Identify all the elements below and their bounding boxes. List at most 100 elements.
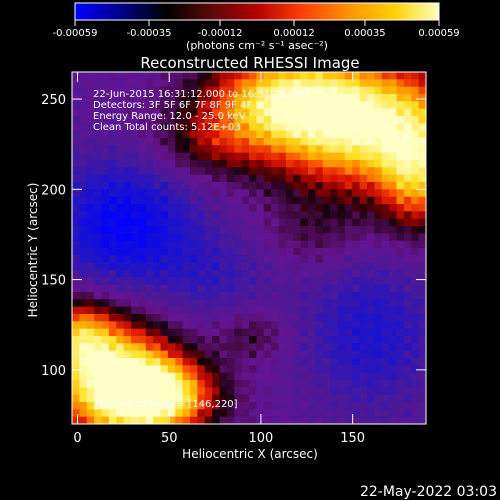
heatmap-cell [374,240,383,249]
heatmap-cell [101,226,110,234]
heatmap-cell [359,255,368,264]
heatmap-cell [234,233,243,242]
heatmap-cell [131,314,139,322]
heatmap-cell [79,196,88,205]
heatmap-cell [108,262,117,271]
heatmap-cell [396,138,405,146]
heatmap-cell [315,174,324,183]
heatmap-cell [293,211,302,220]
heatmap-cell [101,86,110,95]
heatmap-cell [123,94,132,102]
heatmap-cell [145,394,154,403]
heatmap-cell [374,314,383,322]
heatmap-cell [411,226,420,234]
heatmap-cell [160,336,169,344]
heatmap-cell [293,240,302,249]
heatmap-cell [271,343,280,352]
heatmap-cell [418,218,426,227]
heatmap-cell [101,182,110,190]
heatmap-cell [212,174,221,183]
heatmap-cell [72,167,80,176]
heatmap-cell [263,365,272,374]
heatmap-cell [367,270,375,278]
heatmap-cell [72,277,80,286]
heatmap-cell [197,123,206,132]
heatmap-cell [330,204,339,212]
heatmap-cell [234,328,243,337]
heatmap-cell [197,145,206,154]
colorbar-tick-label: 0.00059 [418,28,459,39]
heatmap-cell [322,123,331,132]
heatmap-cell [367,416,375,424]
heatmap-cell [403,152,412,161]
heatmap-cell [411,240,420,249]
heatmap-cell [322,299,331,308]
heatmap-cell [263,152,272,161]
heatmap-cell [278,79,287,88]
heatmap-cell [79,218,88,227]
heatmap-cell [330,72,339,80]
heatmap-cell [241,123,250,132]
heatmap-cell [278,299,287,308]
heatmap-cell [160,116,169,124]
heatmap-cell [337,336,346,344]
heatmap-cell [234,380,243,388]
heatmap-cell [249,145,257,154]
heatmap-cell [116,86,125,95]
heatmap-cell [204,196,213,205]
heatmap-cell [256,72,265,80]
heatmap-cell [285,116,294,124]
heatmap-cell [79,145,88,154]
heatmap-cell [219,182,228,190]
heatmap-cell [123,167,132,176]
heatmap-cell [337,196,346,205]
heatmap-cell [123,226,132,234]
heatmap-cell [271,167,280,176]
heatmap-cell [79,211,88,220]
heatmap-cell [204,314,213,322]
heatmap-cell [190,314,198,322]
heatmap-cell [256,226,265,234]
heatmap-cell [403,211,412,220]
heatmap-cell [197,416,206,424]
heatmap-cell [381,138,390,146]
heatmap-cell [315,182,324,190]
heatmap-cell [101,358,110,366]
heatmap-cell [322,226,331,234]
heatmap-cell [197,174,206,183]
heatmap-cell [300,409,309,418]
heatmap-cell [145,94,154,102]
heatmap-cell [396,402,405,410]
heatmap-cell [175,365,184,374]
heatmap-cell [234,72,243,80]
heatmap-cell [116,409,125,418]
heatmap-cell [182,270,191,278]
heatmap-cell [123,240,132,249]
heatmap-cell [367,350,375,359]
heatmap-cell [101,394,110,403]
heatmap-cell [278,174,287,183]
heatmap-cell [300,152,309,161]
heatmap-cell [204,380,213,388]
heatmap-cell [72,130,80,139]
heatmap-cell [145,101,154,110]
heatmap-cell [411,123,420,132]
heatmap-cell [197,138,206,146]
heatmap-cell [234,262,243,271]
heatmap-cell [352,108,361,117]
heatmap-cell [72,328,80,337]
heatmap-cell [322,94,331,102]
heatmap-cell [123,160,132,168]
heatmap-cell [403,182,412,190]
heatmap-cell [182,182,191,190]
heatmap-cell [94,350,103,359]
heatmap-cell [226,387,235,396]
heatmap-cell [418,94,426,102]
heatmap-cell [175,306,184,315]
heatmap-cell [418,416,426,424]
heatmap-cell [145,240,154,249]
heatmap-cell [94,270,103,278]
heatmap-cell [241,380,250,388]
heatmap-cell [190,277,198,286]
heatmap-cell [94,130,103,139]
